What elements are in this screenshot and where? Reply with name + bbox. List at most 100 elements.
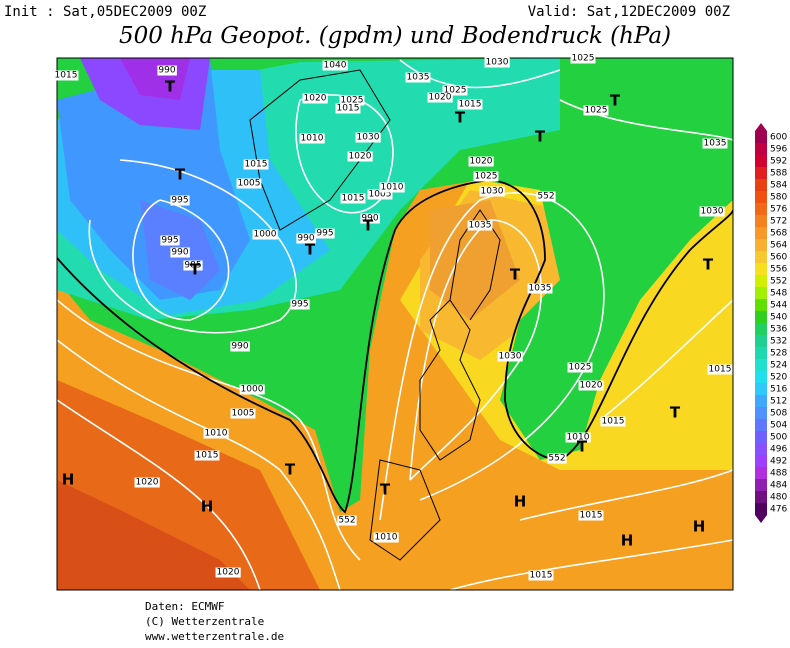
isobar-label: 552 (548, 454, 565, 464)
isobar-label: 1025 (585, 106, 608, 116)
isobar-label: 1000 (241, 385, 264, 395)
init-time: Init : Sat,05DEC2009 00Z (4, 4, 206, 20)
label-bg (578, 380, 604, 391)
isobar-label: 1020 (136, 478, 159, 488)
label-bg (528, 570, 554, 581)
colorbar-label: 524 (770, 361, 787, 371)
label-bg (707, 364, 733, 375)
colorbar-swatch (755, 491, 767, 503)
colorbar-label: 576 (770, 205, 787, 215)
isobar-label: 1015 (709, 365, 732, 375)
isobar-label: 1005 (238, 179, 261, 189)
label-bg (194, 450, 220, 461)
label-bg (405, 72, 431, 83)
isobar-label: 1020 (349, 152, 372, 162)
label-bg (578, 510, 604, 521)
label-bg (479, 186, 505, 197)
isobar-label: 1015 (530, 571, 553, 581)
isobar-label: 1020 (429, 93, 452, 103)
colorbar-swatch (755, 311, 767, 323)
isobar-label: 1015 (602, 417, 625, 427)
label-bg (230, 408, 256, 419)
colorbar-swatch (755, 431, 767, 443)
label-bg (360, 213, 380, 224)
isobar-label: 990 (297, 234, 314, 244)
label-bg (527, 283, 553, 294)
colorbar-label: 532 (770, 337, 787, 347)
pressure-center: T (577, 438, 588, 456)
isobar-label: 990 (158, 66, 175, 76)
colorbar-label: 568 (770, 229, 787, 239)
label-bg (583, 105, 609, 116)
colorbar-swatch (755, 383, 767, 395)
isobar-label: 990 (361, 214, 378, 224)
isobar-label: 1015 (337, 104, 360, 114)
colorbar-swatch (755, 407, 767, 419)
pressure-center: T (380, 481, 391, 499)
isobar-label: 552 (537, 192, 554, 202)
isobar-label: 1040 (324, 61, 347, 71)
isobar-label: 1015 (459, 100, 482, 110)
pressure-center: T (165, 78, 176, 96)
label-bg (335, 103, 361, 114)
label-bg (134, 477, 160, 488)
isobar-label: 1005 (232, 409, 255, 419)
pressure-center: H (201, 498, 214, 516)
colorbar-swatch (755, 203, 767, 215)
colorbar-swatch (755, 143, 767, 155)
isobar-label: 1030 (486, 58, 509, 68)
label-bg (347, 151, 373, 162)
isobar-label: 1015 (245, 160, 268, 170)
label-bg (203, 428, 229, 439)
colorbar-swatch (755, 263, 767, 275)
isobar-label: 985 (184, 261, 201, 271)
isobar-label: 1015 (342, 194, 365, 204)
isobar-label: 1025 (444, 86, 467, 96)
colorbar-label: 512 (770, 397, 787, 407)
credit-line: Daten: ECMWF (145, 600, 224, 613)
pressure-center: T (363, 217, 374, 235)
isobar-label: 1030 (499, 352, 522, 362)
colorbar-label: 484 (770, 481, 787, 491)
colorbar-swatch (755, 419, 767, 431)
label-bg (230, 341, 250, 352)
colorbar-label: 520 (770, 373, 787, 383)
isobar-label: 1030 (701, 207, 724, 217)
pressure-center: T (455, 109, 466, 127)
pressure-center: T (175, 166, 186, 184)
label-bg (239, 384, 265, 395)
colorbar-label: 584 (770, 181, 787, 191)
label-bg (702, 138, 728, 149)
isobar-label: 1005 (369, 190, 392, 200)
label-bg (468, 156, 494, 167)
label-bg (170, 247, 190, 258)
colorbar-label: 480 (770, 493, 787, 503)
isobar-label: 1010 (567, 433, 590, 443)
isobar-label: 1010 (375, 533, 398, 543)
colorbar-swatch (755, 323, 767, 335)
colorbar-label: 476 (770, 505, 787, 515)
pressure-center: H (693, 518, 706, 536)
label-bg (497, 351, 523, 362)
label-bg (236, 178, 262, 189)
credit-line: (C) Wetterzentrale (145, 615, 264, 628)
colorbar-label: 572 (770, 217, 787, 227)
colorbar-swatch (755, 227, 767, 239)
colorbar-swatch (755, 455, 767, 467)
isobar-label: 552 (338, 516, 355, 526)
colorbar-swatch (755, 503, 767, 515)
pressure-center: H (62, 471, 75, 489)
label-bg (699, 206, 725, 217)
pressure-center: T (535, 128, 546, 146)
isobar-label: 1020 (217, 568, 240, 578)
label-bg (565, 432, 591, 443)
colorbar-label: 580 (770, 193, 787, 203)
isobar-label: 1010 (301, 134, 324, 144)
colorbar-label: 516 (770, 385, 787, 395)
credit-line: www.wetterzentrale.de (145, 630, 284, 643)
pressure-center: T (610, 92, 621, 110)
label-bg (302, 93, 328, 104)
colorbar-swatch (755, 467, 767, 479)
